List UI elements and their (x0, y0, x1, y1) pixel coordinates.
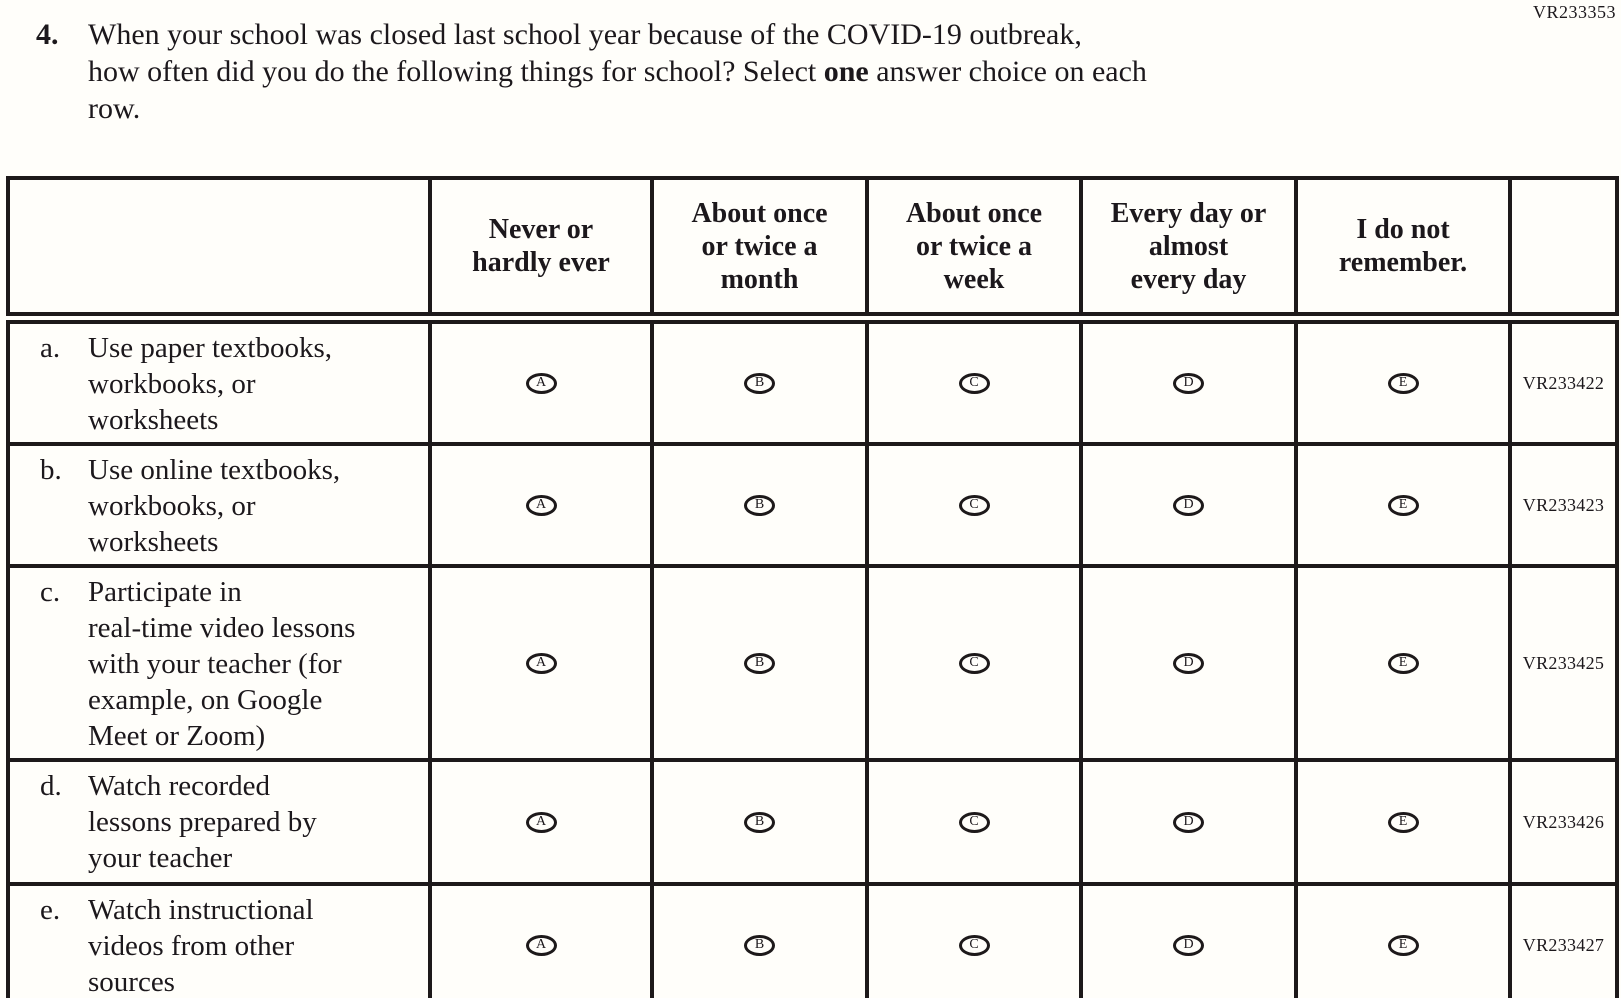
row-b-item: b. Use online textbooks, workbooks, or wo… (6, 442, 432, 568)
question-line-2-tail: answer choice on each (868, 55, 1147, 88)
row-d-item: d. Watch recorded lessons prepared by you… (6, 758, 432, 886)
row-b-item-text: Use online textbooks, workbooks, or work… (88, 454, 341, 558)
table-row-a: a. Use paper textbooks, workbooks, or wor… (6, 316, 1619, 446)
row-b-option-cell-b: B (650, 442, 869, 568)
row-c-option-bubble-d[interactable]: D (1173, 652, 1204, 674)
row-b-option-cell-d: D (1079, 442, 1298, 568)
table-row-c: c. Participate in real-time video lessons… (6, 564, 1619, 762)
row-c-item-text: Participate in real-time video lessons w… (88, 576, 356, 752)
row-b-option-bubble-a[interactable]: A (525, 494, 557, 516)
row-d-item-text: Watch recorded lessons prepared by your … (88, 770, 317, 874)
row-a-option-cell-a: A (428, 316, 654, 446)
row-e-option-bubble-c[interactable]: C (958, 934, 990, 956)
row-d-code: VR233426 (1508, 758, 1619, 886)
row-d-option-bubble-e[interactable]: E (1387, 811, 1419, 833)
question-block: 4. When your school was closed last scho… (36, 16, 1416, 127)
question-line-1: When your school was closed last school … (88, 16, 1416, 53)
row-d-option-cell-e: E (1294, 758, 1512, 886)
question-line-3: row. (88, 90, 1416, 127)
table-row-d: d. Watch recorded lessons prepared by you… (6, 758, 1619, 886)
header-do-not-remember: I do not remember. (1294, 176, 1512, 324)
row-c-option-bubble-e[interactable]: E (1387, 652, 1419, 674)
row-c-option-cell-e: E (1294, 564, 1512, 762)
question-number: 4. (36, 18, 59, 51)
row-d-option-cell-b: B (650, 758, 869, 886)
row-c-option-bubble-c[interactable]: C (958, 652, 990, 674)
header-once-twice-month: About once or twice a month (650, 176, 869, 324)
row-c-option-cell-b: B (650, 564, 869, 762)
row-d-option-cell-d: D (1079, 758, 1298, 886)
row-c-option-cell-d: D (1079, 564, 1298, 762)
row-c-option-bubble-b[interactable]: B (744, 652, 775, 674)
header-row: Never or hardly ever About once or twice… (6, 176, 1619, 324)
header-once-twice-week: About once or twice a week (865, 176, 1083, 324)
row-e-option-cell-b: B (650, 882, 869, 998)
row-a-option-cell-c: C (865, 316, 1083, 446)
page-code: VR233353 (1532, 2, 1616, 22)
row-d-option-bubble-c[interactable]: C (958, 811, 990, 833)
question-line-2-text: how often did you do the following thing… (88, 55, 824, 88)
question-text: When your school was closed last school … (88, 16, 1416, 127)
row-a-option-bubble-d[interactable]: D (1173, 372, 1204, 394)
row-e-option-bubble-b[interactable]: B (744, 934, 775, 956)
header-never-or-hardly-ever: Never or hardly ever (428, 176, 654, 324)
row-a-option-cell-b: B (650, 316, 869, 446)
row-c-code: VR233425 (1508, 564, 1619, 762)
row-a-option-bubble-a[interactable]: A (525, 372, 557, 394)
row-e-option-cell-c: C (865, 882, 1083, 998)
table-row-b: b. Use online textbooks, workbooks, or wo… (6, 442, 1619, 568)
question-line-1-text: When your school was closed last school … (88, 18, 1082, 51)
header-every-day: Every day or almost every day (1079, 176, 1298, 324)
row-e-option-cell-e: E (1294, 882, 1512, 998)
row-d-option-cell-a: A (428, 758, 654, 886)
row-c-option-bubble-a[interactable]: A (525, 652, 557, 674)
row-c-letter: c. (40, 576, 61, 608)
row-c-option-cell-c: C (865, 564, 1083, 762)
row-e-option-bubble-e[interactable]: E (1387, 934, 1419, 956)
row-d-option-bubble-a[interactable]: A (525, 811, 557, 833)
row-a-option-cell-e: E (1294, 316, 1512, 446)
question-bold-word: one (823, 55, 869, 88)
row-b-code: VR233423 (1508, 442, 1619, 568)
row-a-letter: a. (40, 332, 61, 364)
question-line-2: how often did you do the following thing… (88, 53, 1416, 90)
row-b-option-cell-e: E (1294, 442, 1512, 568)
row-e-option-cell-a: A (428, 882, 654, 998)
row-e-item: e. Watch instructional videos from other … (6, 882, 432, 998)
row-d-option-bubble-b[interactable]: B (744, 811, 775, 833)
row-b-option-bubble-d[interactable]: D (1173, 494, 1204, 516)
row-e-option-bubble-a[interactable]: A (525, 934, 557, 956)
row-a-option-bubble-b[interactable]: B (744, 372, 775, 394)
question-line-3-text: row. (88, 92, 141, 125)
header-item-column-blank (6, 176, 432, 324)
row-e-letter: e. (40, 894, 61, 926)
row-a-option-bubble-e[interactable]: E (1387, 372, 1419, 394)
row-e-option-bubble-d[interactable]: D (1173, 934, 1204, 956)
table-row-e: e. Watch instructional videos from other … (6, 882, 1619, 998)
row-e-item-text: Watch instructional videos from other so… (88, 894, 314, 998)
row-a-item-text: Use paper textbooks, workbooks, or works… (88, 332, 333, 436)
row-e-code: VR233427 (1508, 882, 1619, 998)
answer-grid-table: Never or hardly ever About once or twice… (6, 176, 1619, 998)
row-a-option-bubble-c[interactable]: C (958, 372, 990, 394)
row-b-option-cell-a: A (428, 442, 654, 568)
row-a-option-cell-d: D (1079, 316, 1298, 446)
row-a-item: a. Use paper textbooks, workbooks, or wor… (6, 316, 432, 446)
row-d-option-cell-c: C (865, 758, 1083, 886)
row-d-option-bubble-d[interactable]: D (1173, 811, 1204, 833)
row-b-letter: b. (40, 454, 62, 486)
header-code-column-blank (1508, 176, 1619, 324)
row-d-letter: d. (40, 770, 62, 802)
row-b-option-bubble-e[interactable]: E (1387, 494, 1419, 516)
row-c-item: c. Participate in real-time video lessons… (6, 564, 432, 762)
row-b-option-bubble-b[interactable]: B (744, 494, 775, 516)
row-b-option-bubble-c[interactable]: C (958, 494, 990, 516)
row-e-option-cell-d: D (1079, 882, 1298, 998)
row-a-code: VR233422 (1508, 316, 1619, 446)
row-c-option-cell-a: A (428, 564, 654, 762)
row-b-option-cell-c: C (865, 442, 1083, 568)
